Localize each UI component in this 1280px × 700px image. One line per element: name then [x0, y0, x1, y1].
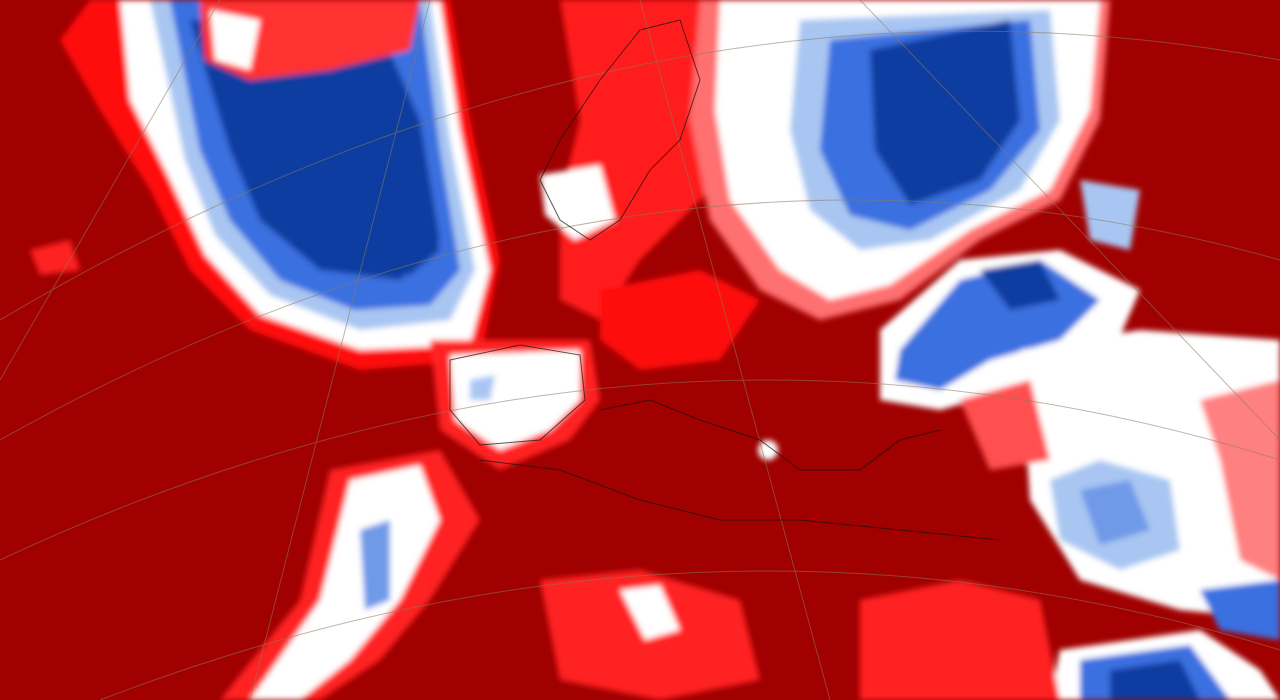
coastlines: [449, 19, 1001, 541]
anomaly-fields: [30, 0, 1280, 700]
